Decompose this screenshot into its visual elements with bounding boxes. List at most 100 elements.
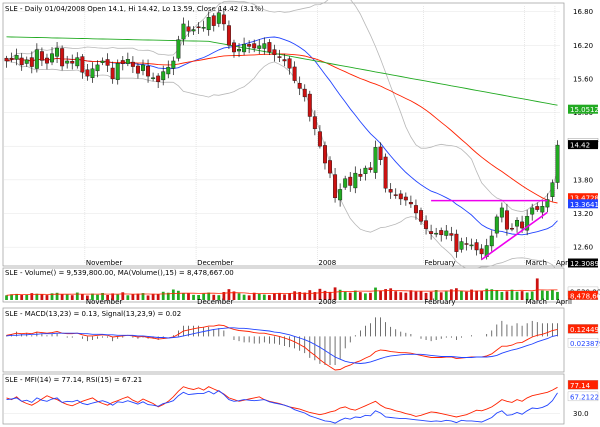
price-x-tick-label: February	[425, 259, 456, 267]
candle-body	[267, 42, 272, 53]
candle-body	[176, 39, 181, 59]
price-y-tick-label: 16.20	[573, 42, 593, 50]
candle-body	[494, 216, 499, 234]
candle-body	[515, 220, 520, 227]
volume-value-tags: 9,539,8008,478,667	[567, 286, 600, 300]
candle-body	[70, 61, 75, 64]
price-tag-box	[568, 140, 598, 150]
ma-long-line	[6, 36, 558, 106]
candle-body	[489, 235, 494, 247]
candle-body	[454, 233, 459, 252]
macd-histogram	[6, 317, 558, 366]
candle-body	[221, 14, 226, 25]
oscillator-lines: 30.0	[4, 386, 589, 424]
price-tag-box	[568, 193, 598, 203]
signal-line	[6, 327, 558, 364]
candle-body	[338, 189, 343, 201]
candle-body	[232, 42, 236, 53]
candle-body	[373, 147, 378, 173]
candle-body	[257, 45, 262, 49]
candle-body	[105, 59, 110, 66]
volume-x-tick-label: March	[526, 298, 547, 306]
volume-panel: SLE - Volume() = 9,539,800.00, MA(Volume…	[2, 267, 600, 303]
volume-label: SLE - Volume() = 9,539,800.00, MA(Volume…	[5, 269, 234, 277]
volume-ma-line	[6, 289, 558, 296]
candle-body	[317, 131, 322, 147]
candle-body	[135, 65, 140, 74]
candle-body	[95, 64, 100, 72]
candle-body	[216, 12, 221, 24]
price-x-tick-label: November	[86, 259, 123, 267]
candle-body	[469, 244, 474, 247]
volume-x-tick-label: February	[425, 298, 456, 306]
price-title: SLE - Daily 01/04/2008 Open 14.1, Hi 14.…	[5, 5, 264, 13]
candle-body	[545, 199, 550, 208]
macd-panel-frame	[2, 307, 565, 373]
candle-body	[343, 178, 348, 188]
candle-body	[322, 145, 327, 164]
candle-body	[29, 57, 34, 67]
candle-body	[181, 23, 186, 40]
macd-tag-box	[567, 338, 599, 348]
oscillator-y-tick-label: 30.0	[573, 410, 589, 418]
candle-body	[110, 67, 115, 80]
candle-body	[368, 167, 373, 170]
ma-medium-line	[6, 53, 558, 204]
candle-body	[34, 49, 39, 69]
candle-body	[24, 59, 29, 64]
price-y-tick-label: 12.60	[573, 244, 593, 252]
candle-body	[171, 60, 176, 69]
macd-tag-box	[567, 324, 599, 334]
price-tag-text: 13.4728	[570, 195, 599, 203]
candle-body	[85, 69, 90, 77]
candle-body	[429, 231, 434, 234]
candle-body	[226, 25, 231, 46]
price-x-axis-labels: November December 2008 February March April	[86, 259, 572, 267]
volume-x-axis-labels: November December 2008 February March April	[86, 298, 572, 306]
candle-body	[302, 88, 307, 98]
volume-x-tick-label: 2008	[318, 298, 336, 306]
oscillator-tag-box	[567, 391, 599, 402]
candle-body	[80, 56, 85, 73]
candle-body	[449, 233, 454, 236]
oscillator-panel-frame	[2, 373, 565, 425]
price-gridlines	[4, 6, 560, 264]
candle-body	[479, 248, 484, 255]
candle-body	[540, 206, 545, 213]
candle-body	[151, 77, 156, 79]
price-tag-text: 14.42	[570, 142, 590, 150]
candle-body	[19, 57, 24, 66]
candle-body	[403, 196, 408, 201]
candle-body	[439, 230, 444, 236]
price-y-tick-label: 15.60	[573, 75, 593, 83]
price-y-tick-label: 16.80	[573, 8, 593, 16]
candle-body	[464, 243, 469, 245]
price-tag-text: 13.3641	[570, 201, 599, 209]
candlesticks	[4, 7, 560, 261]
candle-body	[555, 144, 560, 183]
candle-body	[388, 189, 393, 193]
candle-body	[146, 65, 151, 77]
macd-tag-text: 0.124494	[570, 326, 600, 334]
candle-body	[297, 83, 302, 89]
macd-lines	[6, 324, 558, 371]
candle-body	[125, 59, 130, 64]
candle-body	[307, 93, 312, 117]
candle-body	[393, 194, 398, 196]
macd-label: SLE - MACD(13,23) = 0.13, Signal(13,23,9…	[5, 310, 181, 318]
candle-body	[44, 57, 49, 64]
candle-body	[247, 44, 252, 47]
oscillator-panel: SLE - MFI(14) = 77.14, RSI(15) = 67.21 3…	[2, 373, 599, 425]
candle-body	[358, 173, 363, 177]
candle-body	[398, 193, 403, 200]
candle-body	[50, 53, 54, 63]
candle-body	[474, 242, 479, 251]
oscillator-value-tags: 77.14 67.2122	[567, 380, 599, 402]
candle-body	[14, 55, 19, 60]
price-tag-text: 15.0512	[570, 106, 599, 114]
candle-body	[9, 57, 14, 60]
candle-body	[211, 15, 216, 26]
